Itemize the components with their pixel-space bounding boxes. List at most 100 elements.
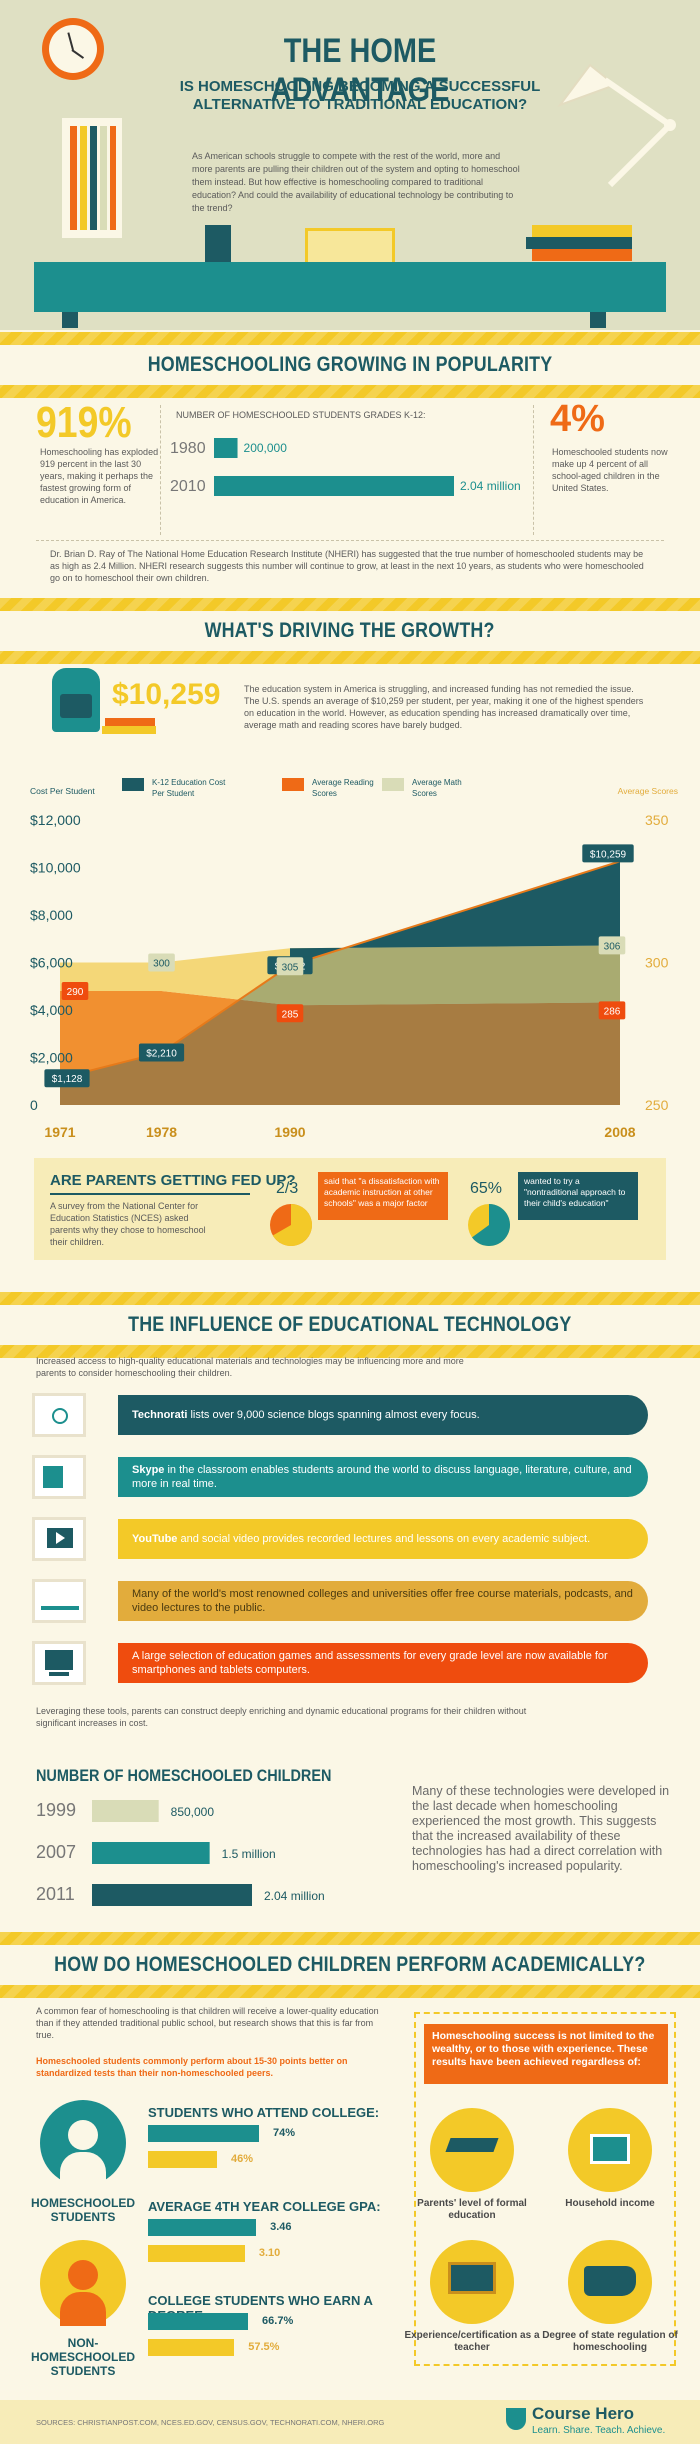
label-cost-0: $1,128 (52, 1074, 83, 1085)
non-homeschooled-label: NON-HOMESCHOOLED STUDENTS (30, 2336, 135, 2378)
pie1-slice (272, 1204, 312, 1246)
right-axis-title: Average Scores (618, 786, 678, 796)
label-cost-0-bg (44, 1069, 90, 1088)
students-bar-chart: 1980 200,000 2010 2.04 million (170, 438, 521, 496)
count-year-2007: 2007 (36, 1842, 76, 1862)
stat-4-text: Homeschooled students now make up 4 perc… (552, 447, 668, 493)
left-tick-4: $4,000 (30, 1002, 73, 1018)
left-tick-1: $10,000 (30, 860, 81, 876)
label-reading-3-bg (598, 1001, 626, 1020)
area-math (60, 945, 620, 1006)
homeschooled-value-0: 74% (273, 2127, 296, 2139)
count-value-2011: 2.04 million (264, 1889, 325, 1903)
label-cost-3-bg (582, 844, 634, 863)
success-factors-box (414, 2012, 676, 2366)
computer-icon (32, 1641, 86, 1685)
subtitle-line-2: ALTERNATIVE TO TRADITIONAL EDUCATION? (192, 96, 528, 113)
stat-65-percent: 65% (470, 1180, 503, 1197)
count-year-2011: 2011 (36, 1884, 75, 1904)
page-title: THE HOME ADVANTAGE (270, 32, 450, 109)
stat2-callout: wanted to try a "nontraditional approach… (518, 1172, 638, 1220)
tech-item-skype: Skype in the classroom enables students … (32, 1455, 648, 1499)
label-math-2: 305 (282, 962, 299, 973)
legend-label-2-b: Scores (412, 789, 437, 798)
backpack-icon (52, 668, 100, 732)
count-bar-2007 (92, 1842, 210, 1864)
count-text: Many of these technologies were develope… (412, 1784, 670, 1873)
factor-regulation: Degree of state regulation of homeschool… (542, 2330, 678, 2353)
brand-name[interactable]: Course Hero (532, 2404, 635, 2423)
students-bar-2010 (214, 476, 454, 496)
stat-title-college: STUDENTS WHO ATTEND COLLEGE: (148, 2105, 380, 2120)
students-value-2010: 2.04 million (460, 479, 521, 493)
non-homeschooled-student-avatar (40, 2240, 126, 2326)
page-subtitle: IS HOMESCHOOLING BECOMING A SUCCESSFUL A… (150, 78, 570, 114)
tech-outro: Leveraging these tools, parents can cons… (36, 1706, 527, 1728)
non-homeschooled-bar-2 (148, 2339, 235, 2356)
homeschooled-children-chart: 1999 850,000 2007 1.5 million 2011 2.04 milli… (36, 1800, 325, 1906)
factor-education: Parents' level of formal education (417, 2198, 527, 2221)
video-call-icon (32, 1455, 86, 1499)
desk-lamp-icon (557, 63, 676, 188)
banner-growing: HOMESCHOOLING GROWING IN POPULARITY (0, 332, 700, 398)
non-homeschooled-bar-1 (148, 2245, 245, 2262)
left-tick-6: 0 (30, 1097, 38, 1113)
us-map-icon (568, 2240, 652, 2324)
play-video-icon (32, 1517, 86, 1561)
legend-label-1-a: Average Reading (312, 778, 374, 787)
label-reading-2-bg (276, 1004, 304, 1023)
banner-driving: WHAT'S DRIVING THE GROWTH? (0, 598, 700, 664)
cost-vs-scores-chart: Cost Per Student Average Scores K-12 Educa… (30, 778, 678, 1140)
left-tick-2: $8,000 (30, 907, 73, 923)
clock-icon (42, 18, 104, 80)
homeschooled-value-2: 66.7% (262, 2315, 294, 2327)
count-title: NUMBER OF HOMESCHOOLED CHILDREN (36, 1766, 332, 1785)
label-reading-0: 290 (67, 987, 84, 998)
banner-growing-title: HOMESCHOOLING GROWING IN POPULARITY (147, 353, 553, 376)
area-reading (60, 991, 620, 1105)
students-value-1980: 200,000 (244, 441, 288, 455)
label-reading-3: 286 (604, 1006, 621, 1017)
legend-label-0-a: K-12 Education Cost (152, 778, 226, 787)
label-reading-2: 285 (282, 1009, 299, 1020)
tech-item-technorati: Technorati lists over 9,000 science blog… (32, 1393, 648, 1437)
desk-illustration (34, 262, 666, 312)
students-year-2010: 2010 (170, 478, 206, 495)
label-cost-1: $2,210 (146, 1049, 177, 1060)
legend-swatch-0 (122, 778, 144, 791)
right-tick-0: 350 (645, 812, 669, 828)
homeschooled-value-1: 3.46 (270, 2221, 292, 2233)
stat1-callout: said that "a dissatisfaction with academ… (318, 1172, 448, 1220)
fed-up-text: A survey from the National Center for Ed… (50, 1201, 206, 1247)
stat-919-percent: 919% (36, 398, 132, 447)
course-hero-logo-icon (506, 2408, 526, 2430)
stat-919-text: Homeschooling has exploded 919 percent i… (40, 447, 159, 505)
pencil-cup-icon (205, 225, 231, 263)
banner-tech-title: THE INFLUENCE OF EDUCATIONAL TECHNOLOGY (128, 1313, 572, 1336)
line-cost (59, 860, 621, 1080)
homeschooled-bar-2 (148, 2313, 249, 2330)
banner-tech: THE INFLUENCE OF EDUCATIONAL TECHNOLOGY (0, 1292, 700, 1358)
classroom-icon (32, 1579, 86, 1623)
left-tick-0: $12,000 (30, 812, 81, 828)
label-math-3-bg (598, 936, 626, 955)
label-math-2-bg (276, 957, 304, 976)
right-tick-2: 250 (645, 1097, 669, 1113)
pie2-slice (472, 1204, 510, 1246)
label-cost-3: $10,259 (590, 849, 627, 860)
homeschooled-bar-0 (148, 2125, 259, 2142)
students-bar-1980 (214, 438, 238, 458)
non-homeschooled-value-2: 57.5% (248, 2341, 280, 2353)
label-math-1-bg (148, 953, 175, 972)
atom-icon (32, 1393, 86, 1437)
non-homeschooled-value-0: 46% (231, 2153, 254, 2165)
count-bar-2011 (92, 1884, 252, 1906)
count-value-2007: 1.5 million (222, 1847, 276, 1861)
fed-up-title: ARE PARENTS GETTING FED UP? (50, 1172, 296, 1189)
x-tick-2008: 2008 (604, 1124, 635, 1140)
intro-text: As American schools struggle to compete … (192, 151, 520, 213)
x-tick-1990: 1990 (274, 1124, 305, 1140)
stat-4-percent: 4% (550, 398, 605, 440)
success-factors-title: Homeschooling success is not limited to … (424, 2024, 668, 2084)
count-value-1999: 850,000 (171, 1805, 215, 1819)
